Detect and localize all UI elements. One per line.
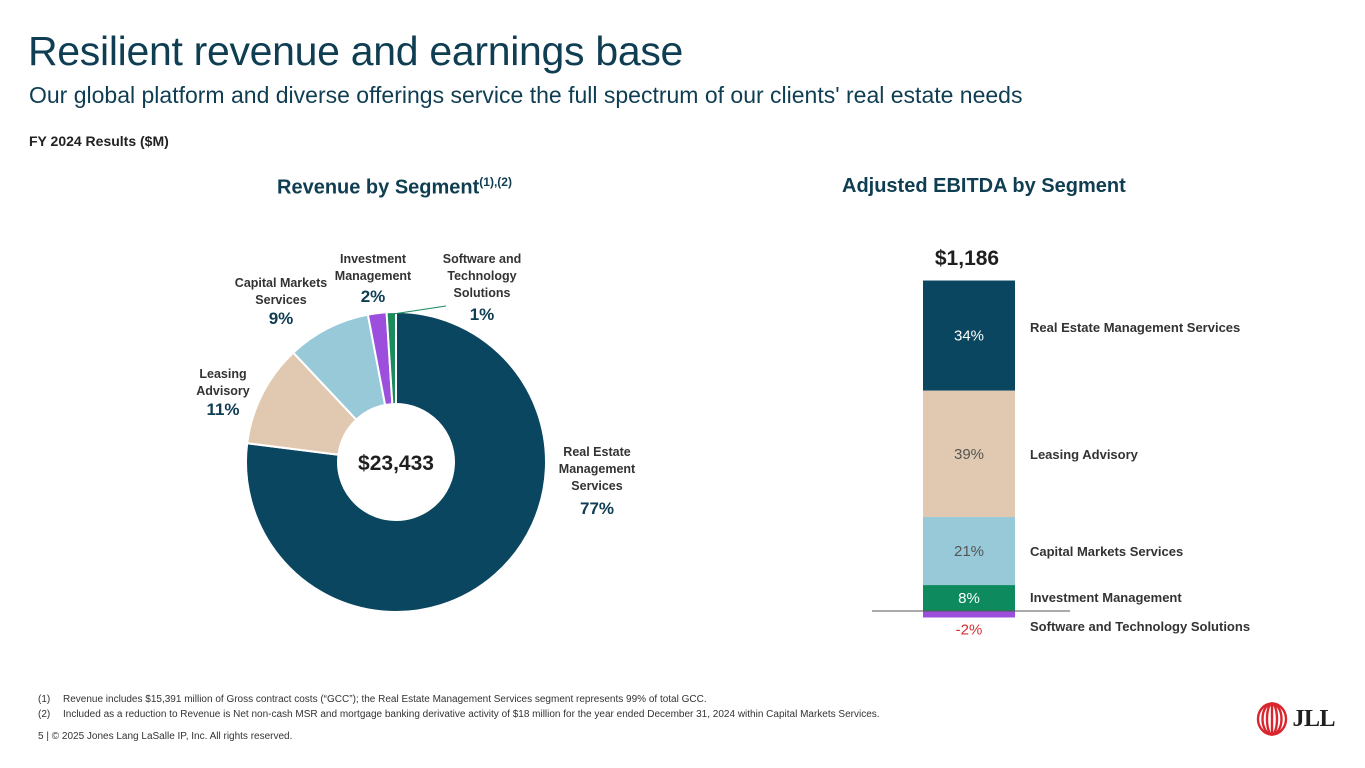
ebitda-bar-pct-1: 39% bbox=[954, 446, 984, 463]
ebitda-bar-pct-2: 21% bbox=[954, 543, 984, 560]
donut-center-total: $23,433 bbox=[358, 452, 434, 475]
ebitda-stacked-bar: 34% 39% 21% 8% -2% Real Estate Management Ser… bbox=[872, 280, 1250, 638]
footnotes: (1) Revenue includes $15,391 million of G… bbox=[38, 693, 880, 722]
ebitda-chart-title: Adjusted EBITDA by Segment bbox=[842, 175, 1126, 197]
donut-label-rems: Real Estate Management Services bbox=[559, 445, 636, 493]
ebitda-bar-pct-0: 34% bbox=[954, 328, 984, 345]
fiscal-year-label: FY 2024 Results ($M) bbox=[29, 133, 169, 149]
donut-leader-line-sts bbox=[392, 305, 447, 315]
footnote-2-text: Included as a reduction to Revenue is Ne… bbox=[63, 708, 880, 720]
revenue-donut-chart bbox=[245, 310, 547, 613]
revenue-chart-title: Revenue by Segment(1),(2) bbox=[277, 175, 512, 200]
donut-label-rems-line: Management bbox=[559, 462, 636, 476]
ebitda-bar-pct-3: 8% bbox=[958, 590, 980, 607]
donut-label-rems-line: Services bbox=[571, 479, 622, 493]
donut-label-im-line: Management bbox=[335, 269, 412, 283]
footnote-1-number: (1) bbox=[38, 694, 51, 705]
page-subtitle: Our global platform and diverse offering… bbox=[29, 82, 1023, 108]
footnote-1-text: Revenue includes $15,391 million of Gros… bbox=[63, 694, 707, 705]
jll-logo-text: JLL bbox=[1292, 705, 1335, 732]
ebitda-legend-2: Capital Markets Services bbox=[1030, 544, 1183, 559]
donut-label-sts: Software and Technology Solutions bbox=[443, 252, 522, 300]
revenue-donut-labels: Real Estate Management Services 77% Leasing A… bbox=[196, 252, 636, 518]
page-footer: 5 | © 2025 Jones Lang LaSalle IP, Inc. A… bbox=[38, 731, 292, 742]
donut-label-sts-line: Technology bbox=[447, 269, 516, 283]
ebitda-bar-pct-4: -2% bbox=[956, 621, 983, 638]
jll-logo: JLL bbox=[1256, 702, 1335, 736]
ebitda-legend-0: Real Estate Management Services bbox=[1030, 320, 1240, 335]
donut-pct-rems: 77% bbox=[580, 499, 614, 518]
donut-slice-sts bbox=[385, 310, 397, 406]
donut-slice-rems bbox=[245, 310, 547, 613]
ebitda-legend-1: Leasing Advisory bbox=[1030, 447, 1139, 462]
ebitda-bar-segment-0 bbox=[923, 280, 1015, 391]
ebitda-total: $1,186 bbox=[935, 247, 999, 270]
revenue-chart-title-text: Revenue by Segment bbox=[277, 176, 480, 199]
donut-pct-im: 2% bbox=[361, 287, 386, 306]
donut-pct-la: 11% bbox=[206, 400, 239, 419]
donut-label-cms-line: Services bbox=[255, 293, 306, 307]
footnote-2-number: (2) bbox=[38, 708, 51, 720]
donut-label-im: Investment Management bbox=[335, 252, 412, 283]
donut-pct-sts: 1% bbox=[470, 305, 495, 324]
page-number: 5 bbox=[38, 731, 44, 742]
donut-label-la-line: Leasing bbox=[199, 367, 246, 381]
donut-label-cms-line: Capital Markets bbox=[235, 276, 327, 290]
donut-label-rems-line: Real Estate bbox=[563, 445, 630, 459]
footnote-1: (1) Revenue includes $15,391 million of G… bbox=[38, 693, 880, 708]
donut-label-la-line: Advisory bbox=[196, 384, 250, 398]
donut-pct-cms: 9% bbox=[269, 309, 294, 328]
ebitda-bar-segment-1 bbox=[923, 390, 1015, 518]
revenue-chart-title-footnote: (1),(2) bbox=[479, 175, 512, 189]
jll-logo-icon bbox=[1257, 702, 1288, 736]
donut-label-sts-line: Solutions bbox=[454, 286, 511, 300]
donut-label-cms: Capital Markets Services bbox=[235, 276, 327, 307]
copyright: © 2025 Jones Lang LaSalle IP, Inc. All r… bbox=[51, 731, 293, 742]
ebitda-legend-3: Investment Management bbox=[1030, 590, 1182, 605]
donut-label-la: Leasing Advisory bbox=[196, 367, 250, 398]
donut-label-im-line: Investment bbox=[340, 252, 407, 266]
footnote-2: (2) Included as a reduction to Revenue is… bbox=[38, 708, 880, 723]
footer-separator: | bbox=[46, 731, 49, 742]
page-title: Resilient revenue and earnings base bbox=[28, 28, 684, 74]
donut-label-sts-line: Software and bbox=[443, 252, 522, 266]
ebitda-bar-segment-3 bbox=[923, 585, 1015, 611]
ebitda-bar-segment-4 bbox=[923, 611, 1015, 618]
ebitda-bar-segment-2 bbox=[923, 517, 1015, 586]
ebitda-legend-4: Software and Technology Solutions bbox=[1030, 619, 1250, 634]
